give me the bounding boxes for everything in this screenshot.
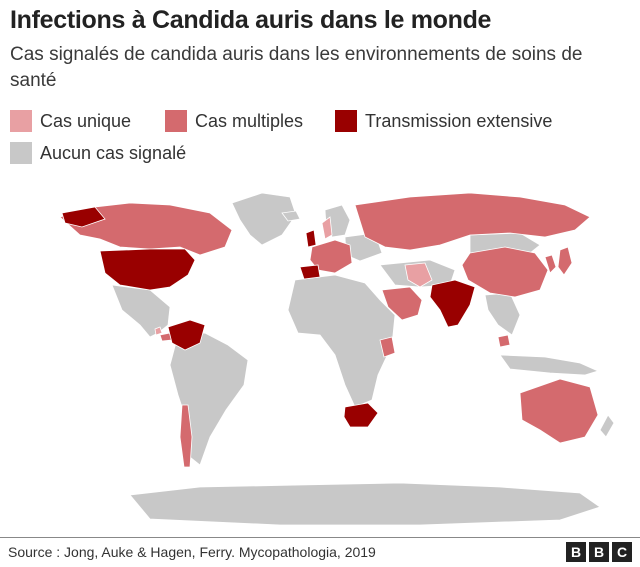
bbc-logo-letter: C	[612, 542, 632, 562]
region-multiple-cases	[59, 192, 599, 468]
bbc-logo: B B C	[566, 542, 632, 562]
bbc-logo-letter: B	[566, 542, 586, 562]
legend-item-transmission-extensive: Transmission extensive	[335, 110, 552, 132]
world-map	[59, 192, 615, 526]
legend-label-transmission-extensive: Transmission extensive	[365, 110, 553, 131]
page-title: Infections à Candida auris dans le monde	[10, 6, 492, 34]
legend-swatch-transmission-extensive	[335, 110, 357, 132]
legend-item-cas-unique: Cas unique	[10, 110, 131, 132]
region-single-case	[154, 216, 433, 336]
legend-item-cas-multiples: Cas multiples	[165, 110, 303, 132]
bbc-logo-letter: B	[589, 542, 609, 562]
legend-swatch-aucun-cas	[10, 142, 32, 164]
legend-label-cas-unique: Cas unique	[40, 110, 132, 131]
source-note: Source : Jong, Auke & Hagen, Ferry. Myco…	[8, 544, 376, 560]
legend-swatch-cas-unique	[10, 110, 32, 132]
region-no-cases	[111, 192, 615, 526]
page-subtitle: Cas signalés de candida auris dans les e…	[10, 44, 583, 91]
footer-divider	[0, 537, 640, 538]
region-extensive-transmission	[61, 206, 476, 428]
legend-label-aucun-cas: Aucun cas signalé	[40, 142, 187, 163]
legend-item-aucun-cas: Aucun cas signalé	[10, 142, 186, 164]
legend-swatch-cas-multiples	[165, 110, 187, 132]
legend-label-cas-multiples: Cas multiples	[195, 110, 304, 131]
